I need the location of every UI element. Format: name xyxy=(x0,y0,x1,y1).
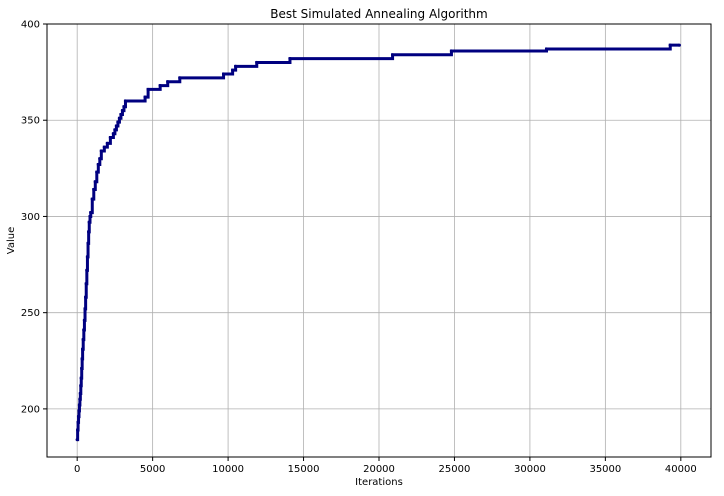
data-point xyxy=(123,99,128,103)
data-point xyxy=(288,57,292,61)
data-point xyxy=(544,47,549,51)
data-point xyxy=(82,328,86,332)
data-point xyxy=(449,49,454,53)
data-point xyxy=(117,116,122,120)
data-point xyxy=(111,132,115,136)
data-point xyxy=(677,43,681,47)
data-point xyxy=(255,60,259,65)
tick-layer: 0 5000 10000 15000 20000 25000 30000 35000 40000… xyxy=(21,20,697,476)
series-layer xyxy=(75,43,681,442)
data-point xyxy=(79,376,83,380)
data-point xyxy=(98,157,102,161)
y-tick-label: 300 xyxy=(21,212,40,223)
data-point xyxy=(77,409,81,413)
data-point xyxy=(79,384,83,388)
data-point xyxy=(84,282,88,286)
data-point xyxy=(88,214,92,219)
data-point xyxy=(82,318,87,322)
x-tick-label: 5000 xyxy=(140,464,165,475)
data-point xyxy=(390,53,395,57)
y-tick-label: 400 xyxy=(21,20,40,31)
data-point xyxy=(120,109,125,113)
data-point xyxy=(166,80,170,84)
data-point xyxy=(80,357,84,361)
data-point xyxy=(84,295,88,299)
data-point xyxy=(93,180,97,184)
data-point xyxy=(231,68,235,72)
data-point xyxy=(85,255,90,259)
x-tick-label: 40000 xyxy=(665,464,697,475)
x-axis-title: Iterations xyxy=(355,477,403,488)
data-point xyxy=(75,438,79,442)
x-tick-label: 35000 xyxy=(589,464,621,475)
data-point xyxy=(108,135,112,140)
y-axis-title: Value xyxy=(6,227,17,254)
data-point xyxy=(102,145,106,149)
data-point xyxy=(81,347,85,351)
data-point xyxy=(221,72,226,76)
data-point xyxy=(99,149,103,153)
data-point xyxy=(158,83,162,88)
x-tick-label: 20000 xyxy=(363,464,395,475)
data-point xyxy=(76,420,80,424)
data-point xyxy=(76,428,80,432)
data-point xyxy=(86,241,90,245)
data-point xyxy=(95,170,99,174)
data-point xyxy=(78,391,82,396)
data-point xyxy=(83,307,87,311)
data-point xyxy=(234,64,238,68)
data-point xyxy=(92,187,96,192)
data-point xyxy=(105,141,109,145)
data-point xyxy=(85,268,89,272)
data-point xyxy=(178,76,182,80)
data-point xyxy=(76,414,81,419)
data-point xyxy=(81,338,85,342)
y-tick-label: 350 xyxy=(21,116,40,127)
data-point xyxy=(146,87,150,92)
y-tick-label: 250 xyxy=(21,308,40,319)
data-point xyxy=(668,43,672,47)
data-point xyxy=(116,120,120,124)
data-point xyxy=(119,112,123,117)
data-point xyxy=(80,366,84,371)
x-tick-label: 25000 xyxy=(439,464,471,475)
x-tick-label: 15000 xyxy=(288,464,320,475)
data-point xyxy=(89,210,93,215)
data-point xyxy=(143,95,147,99)
x-tick-label: 0 xyxy=(74,464,80,475)
y-tick-label: 200 xyxy=(21,404,40,415)
data-point xyxy=(77,403,82,407)
data-point xyxy=(114,124,119,128)
data-point xyxy=(96,162,100,167)
chart-title: Best Simulated Annealing Algorithm xyxy=(270,7,487,21)
data-point xyxy=(87,230,91,234)
x-tick-label: 10000 xyxy=(212,464,244,475)
data-point xyxy=(122,105,126,109)
x-tick-label: 30000 xyxy=(514,464,546,475)
data-point xyxy=(90,197,94,201)
data-point xyxy=(78,397,82,401)
data-point xyxy=(113,128,117,132)
series-line xyxy=(76,43,680,442)
data-point xyxy=(87,220,91,224)
